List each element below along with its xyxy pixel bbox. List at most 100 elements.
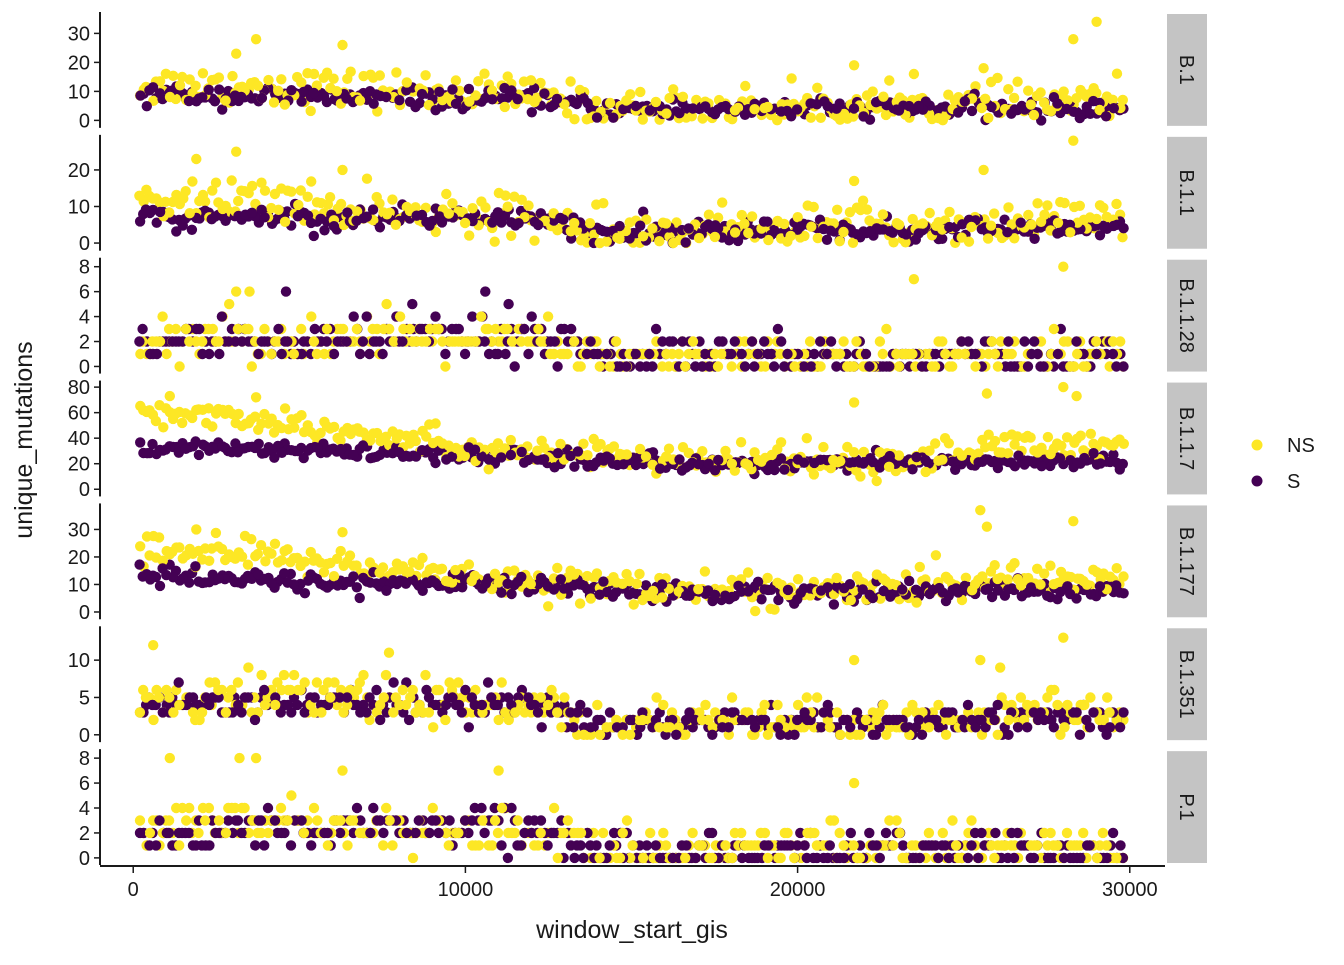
- point-ns: [535, 692, 547, 703]
- point-ns: [480, 202, 491, 213]
- point-s: [739, 361, 751, 372]
- point-s: [825, 336, 837, 347]
- point-ns: [279, 99, 290, 110]
- point-ns: [569, 217, 580, 229]
- point-ns: [157, 311, 168, 322]
- point-ns: [174, 840, 185, 851]
- point-ns: [980, 93, 991, 105]
- point-s: [575, 579, 586, 590]
- point-ns: [883, 461, 895, 472]
- point-ns: [1012, 76, 1023, 87]
- point-s: [1028, 852, 1040, 864]
- point-s: [910, 584, 922, 595]
- point-s: [292, 211, 303, 222]
- point-ns: [939, 433, 951, 444]
- point-ns: [220, 707, 232, 718]
- point-ns: [529, 96, 540, 108]
- point-ns: [726, 692, 738, 703]
- point-ns: [552, 852, 563, 864]
- point-s: [275, 707, 286, 718]
- point-ns: [569, 114, 580, 125]
- point-s: [213, 573, 224, 584]
- point-s: [604, 453, 615, 464]
- point-ns: [627, 840, 638, 851]
- point-ns: [1003, 202, 1014, 213]
- point-s: [1104, 722, 1116, 733]
- point-ns: [246, 361, 257, 372]
- point-s: [348, 311, 359, 322]
- facet-strip-label: B.1.351: [1175, 650, 1197, 719]
- point-s: [154, 88, 166, 99]
- point-ns: [977, 434, 988, 446]
- point-s: [903, 100, 915, 112]
- point-ns: [440, 714, 451, 726]
- point-s: [637, 707, 648, 718]
- point-s: [496, 840, 507, 851]
- point-s: [253, 569, 264, 580]
- point-s: [410, 101, 421, 113]
- point-s: [180, 443, 191, 454]
- point-s: [433, 827, 444, 839]
- point-s: [973, 852, 984, 864]
- point-ns: [384, 323, 395, 335]
- point-ns: [239, 802, 250, 814]
- point-s: [681, 840, 692, 851]
- point-ns: [775, 852, 786, 864]
- point-s: [358, 213, 369, 224]
- point-ns: [1052, 840, 1063, 851]
- point-s: [549, 336, 560, 347]
- point-s: [572, 707, 583, 718]
- point-s: [535, 572, 547, 584]
- point-ns: [229, 802, 241, 814]
- point-s: [874, 224, 885, 235]
- point-s: [446, 451, 458, 462]
- point-s: [549, 462, 560, 473]
- point-ns: [312, 815, 323, 826]
- point-ns: [1023, 209, 1034, 221]
- point-s: [416, 445, 428, 456]
- point-s: [334, 827, 346, 839]
- point-ns: [164, 390, 175, 402]
- point-ns: [308, 555, 319, 566]
- point-s: [367, 204, 379, 215]
- point-ns: [1015, 580, 1027, 591]
- point-s: [1094, 581, 1106, 592]
- point-ns: [318, 567, 330, 578]
- points: [134, 261, 1129, 372]
- point-s: [815, 454, 826, 465]
- point-ns: [1102, 692, 1113, 703]
- point-ns: [428, 562, 439, 574]
- point-ns: [230, 417, 241, 429]
- point-ns: [295, 560, 306, 572]
- point-ns: [834, 827, 845, 839]
- point-ns: [1021, 699, 1033, 711]
- point-ns: [1025, 99, 1037, 110]
- point-ns: [483, 464, 494, 475]
- point-s: [401, 827, 412, 839]
- point-ns: [591, 95, 602, 107]
- point-ns: [766, 449, 777, 461]
- y-tick-label: 20: [68, 454, 90, 476]
- point-ns: [316, 197, 327, 209]
- point-ns: [742, 567, 754, 578]
- point-s: [962, 852, 974, 864]
- point-ns: [1062, 95, 1073, 106]
- point-s: [782, 584, 794, 596]
- point-ns: [650, 96, 662, 108]
- point-ns: [831, 572, 842, 584]
- point-s: [516, 446, 527, 458]
- point-s: [944, 221, 955, 233]
- point-ns: [263, 827, 274, 839]
- point-s: [135, 90, 146, 101]
- point-s: [604, 707, 616, 718]
- point-s: [381, 585, 392, 596]
- point-ns: [824, 722, 836, 733]
- point-ns: [743, 227, 754, 239]
- point-ns: [604, 361, 615, 372]
- point-ns: [661, 108, 672, 119]
- point-s: [506, 85, 517, 96]
- point-s: [897, 227, 908, 239]
- point-s: [572, 446, 584, 457]
- point-s: [413, 580, 424, 591]
- point-s: [298, 86, 309, 98]
